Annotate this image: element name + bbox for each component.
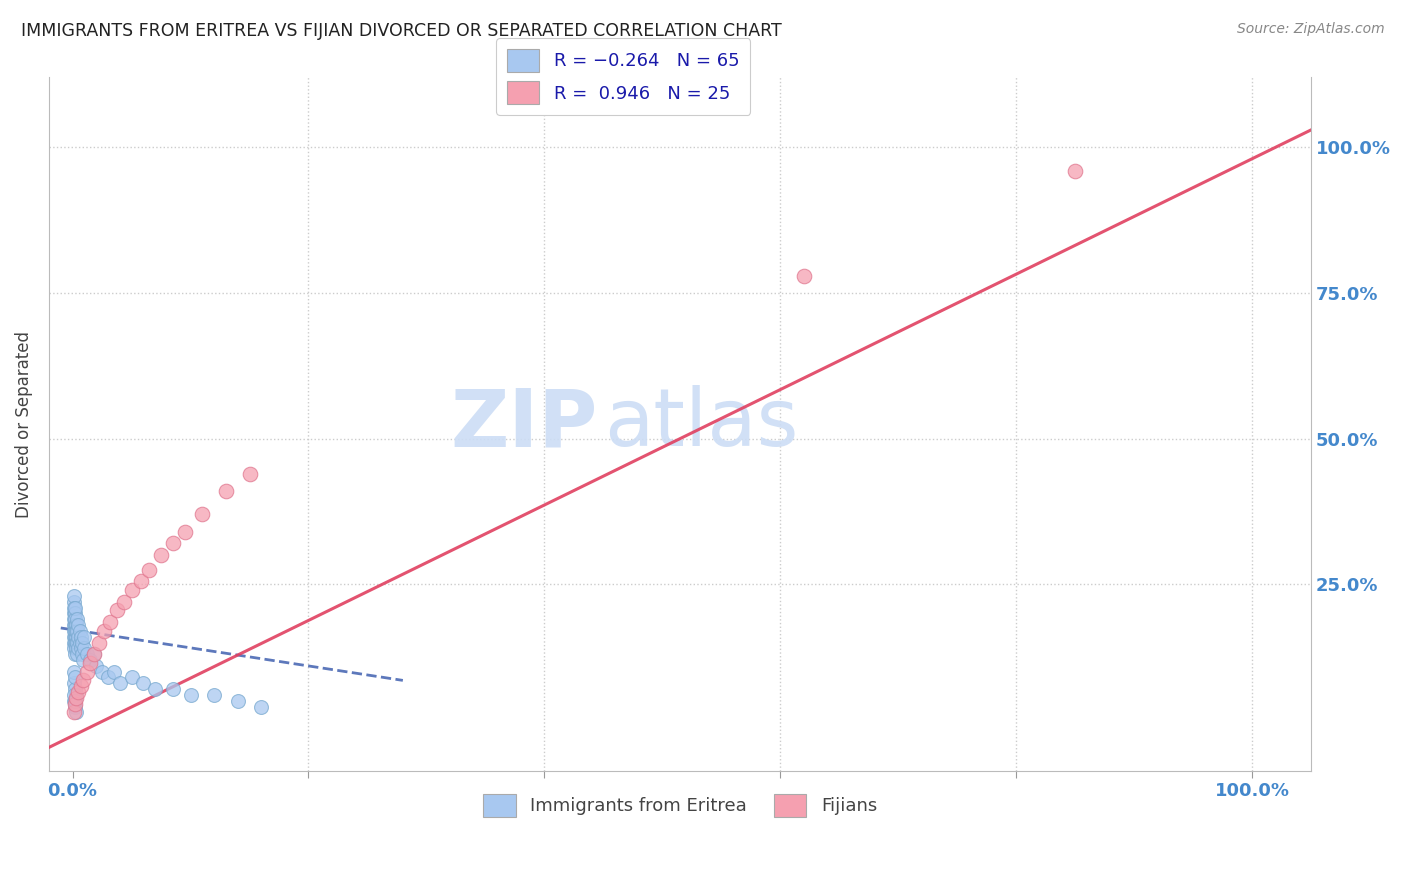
Point [129, 574, 152, 589]
Point [143, 682, 166, 697]
Point [63, 600, 86, 615]
Point [63, 647, 86, 661]
Point [202, 688, 225, 702]
Point [62, 641, 84, 656]
Point [63, 607, 86, 621]
Point [132, 676, 155, 690]
Point [62, 694, 84, 708]
Point [108, 676, 131, 690]
Point [76, 647, 98, 661]
Point [62, 676, 84, 690]
Point [62, 607, 84, 621]
Point [83, 647, 105, 661]
Point [62, 624, 84, 638]
Point [91, 665, 114, 679]
Point [66, 635, 89, 649]
Point [103, 665, 125, 679]
Point [63, 618, 86, 632]
Point [62, 665, 84, 679]
Point [69, 641, 91, 656]
Point [65, 630, 87, 644]
Point [65, 635, 87, 649]
Point [66, 624, 89, 638]
Legend: Immigrants from Eritrea, Fijians: Immigrants from Eritrea, Fijians [475, 787, 884, 824]
Point [162, 682, 184, 697]
Point [62, 630, 84, 644]
Point [69, 679, 91, 693]
Point [84, 658, 107, 673]
Point [70, 635, 93, 649]
Point [215, 484, 238, 499]
Point [105, 603, 128, 617]
Point [83, 647, 105, 661]
Point [63, 624, 86, 638]
Point [72, 673, 94, 688]
Point [121, 671, 143, 685]
Point [180, 688, 202, 702]
Point [226, 694, 249, 708]
Point [62, 706, 84, 720]
Point [62, 612, 84, 626]
Point [69, 624, 91, 638]
Point [67, 618, 90, 632]
Point [87, 635, 110, 649]
Point [66, 612, 89, 626]
Point [62, 595, 84, 609]
Point [72, 653, 94, 667]
Point [191, 508, 214, 522]
Point [138, 563, 160, 577]
Point [63, 671, 86, 685]
Point [65, 641, 87, 656]
Point [69, 630, 91, 644]
Point [79, 656, 101, 670]
Point [63, 635, 86, 649]
Point [62, 635, 84, 649]
Point [69, 635, 91, 649]
Y-axis label: Divorced or Separated: Divorced or Separated [15, 331, 32, 517]
Point [73, 630, 96, 644]
Point [76, 665, 98, 679]
Point [65, 688, 87, 702]
Text: ZIP: ZIP [451, 385, 598, 463]
Point [121, 583, 143, 598]
Point [62, 589, 84, 603]
Point [65, 690, 87, 705]
Point [73, 641, 96, 656]
Point [67, 641, 90, 656]
Point [79, 653, 101, 667]
Point [97, 671, 120, 685]
Point [114, 595, 136, 609]
Text: Source: ZipAtlas.com: Source: ZipAtlas.com [1237, 22, 1385, 37]
Point [793, 268, 815, 283]
Point [63, 682, 86, 697]
Point [63, 699, 86, 714]
Point [150, 548, 173, 562]
Point [63, 694, 86, 708]
Point [93, 624, 115, 638]
Point [65, 706, 87, 720]
Point [238, 467, 260, 481]
Point [62, 600, 84, 615]
Point [63, 630, 86, 644]
Point [162, 536, 184, 550]
Point [63, 697, 86, 711]
Text: atlas: atlas [605, 385, 799, 463]
Point [70, 647, 93, 661]
Point [98, 615, 121, 629]
Point [173, 524, 195, 539]
Point [63, 612, 86, 626]
Point [65, 618, 87, 632]
Point [66, 647, 89, 661]
Point [62, 618, 84, 632]
Point [67, 630, 90, 644]
Point [65, 624, 87, 638]
Point [67, 685, 90, 699]
Text: IMMIGRANTS FROM ERITREA VS FIJIAN DIVORCED OR SEPARATED CORRELATION CHART: IMMIGRANTS FROM ERITREA VS FIJIAN DIVORC… [21, 22, 782, 40]
Point [62, 688, 84, 702]
Point [1064, 163, 1087, 178]
Point [250, 699, 273, 714]
